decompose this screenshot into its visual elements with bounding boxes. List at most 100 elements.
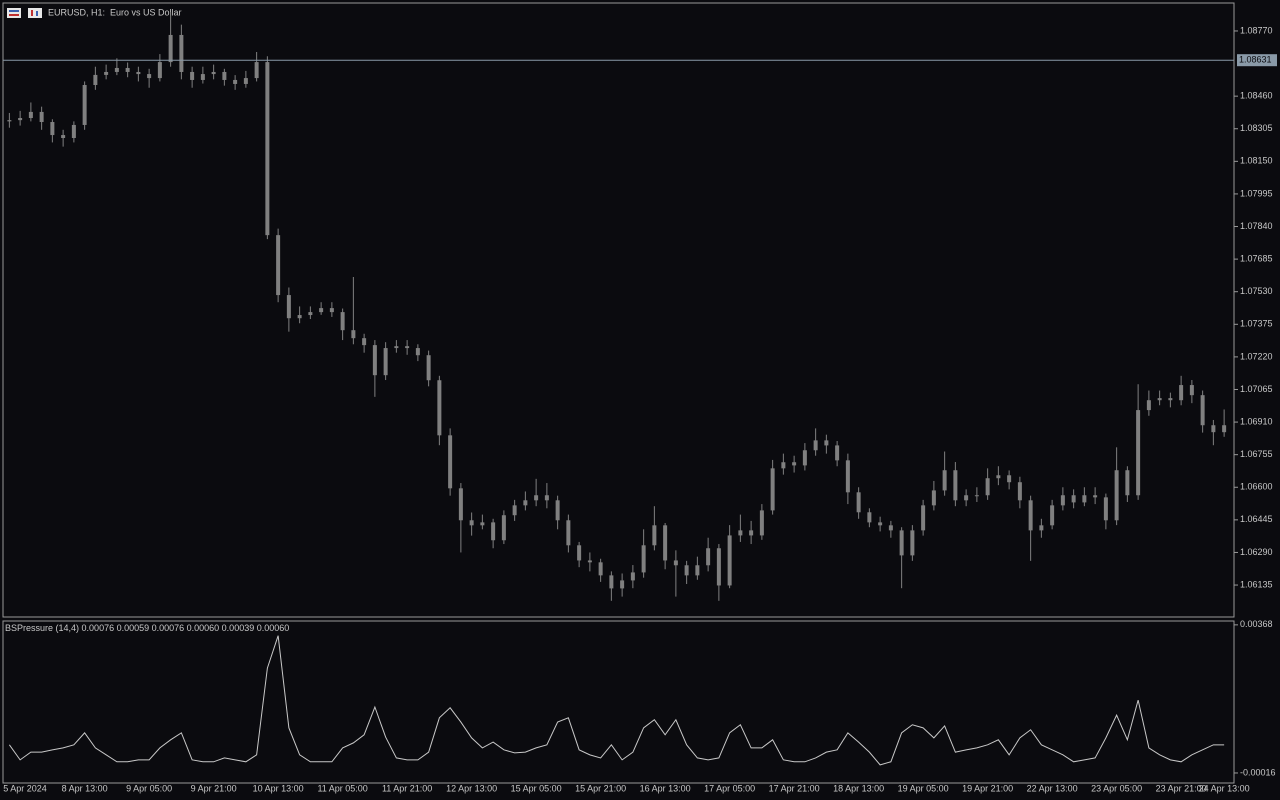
indicator-pane — [2, 620, 1235, 784]
icon[interactable] — [28, 8, 42, 18]
candle-body — [996, 475, 1001, 479]
candle-body — [684, 565, 689, 576]
candle-body — [738, 530, 743, 536]
candle-body — [190, 71, 195, 80]
candle-body — [1179, 385, 1184, 401]
candle-body — [1007, 475, 1012, 483]
candle-body — [1093, 495, 1098, 498]
y-tick-label: 1.07840 — [1240, 221, 1273, 231]
candle-body — [415, 348, 420, 356]
candle-body — [910, 530, 915, 556]
candle-body — [480, 522, 485, 526]
candle-body — [1028, 500, 1033, 531]
candle-body — [964, 495, 969, 501]
y-tick-label: 1.07220 — [1240, 351, 1273, 361]
candle-body — [555, 500, 560, 521]
x-tick-label: 22 Apr 13:00 — [1027, 783, 1078, 793]
candle-body — [577, 545, 582, 561]
x-tick-label: 11 Apr 05:00 — [317, 783, 367, 793]
y-tick-label: 1.06445 — [1240, 514, 1273, 524]
candle-body — [319, 308, 324, 313]
x-tick-label: 16 Apr 13:00 — [640, 783, 691, 793]
candle-body — [942, 470, 947, 491]
candle-body — [1200, 395, 1205, 426]
y-tick-label: 1.08770 — [1240, 25, 1273, 35]
x-tick-label: 12 Apr 13:00 — [446, 783, 497, 793]
candle-body — [7, 120, 12, 122]
candle-body — [544, 495, 549, 501]
x-tick-label: 8 Apr 13:00 — [62, 783, 108, 793]
candle-body — [233, 79, 238, 84]
candle-body — [50, 122, 55, 136]
icon-bar — [36, 11, 38, 16]
x-tick-label: 19 Apr 21:00 — [962, 783, 1013, 793]
x-tick-label: 5 Apr 2024 — [3, 783, 47, 793]
candle-body — [845, 460, 850, 493]
y-tick-label: 1.07375 — [1240, 319, 1273, 329]
candle-body — [93, 74, 98, 86]
candle-body — [383, 348, 388, 376]
candle-body — [18, 118, 23, 121]
candle-body — [276, 235, 281, 296]
y-tick-label: 1.08305 — [1240, 123, 1273, 133]
indicator-title: BSPressure (14,4) 0.00076 0.00059 0.0007… — [5, 623, 289, 633]
candle-body — [1136, 410, 1141, 496]
x-tick-label: 18 Apr 13:00 — [833, 783, 884, 793]
y-tick-label: 1.08460 — [1240, 91, 1273, 101]
candle-body — [394, 346, 399, 349]
indicator-name: BSPressure (14,4) — [5, 623, 79, 633]
chart-type-icon[interactable] — [28, 8, 42, 18]
candle-body — [727, 535, 732, 586]
candle-body — [759, 510, 764, 536]
icon[interactable] — [7, 8, 21, 18]
icon-stripe — [9, 10, 19, 12]
candle-body — [1103, 497, 1108, 521]
y-tick-label: 1.06755 — [1240, 449, 1273, 459]
candle-body — [512, 505, 517, 516]
candle-body — [770, 468, 775, 511]
candle-body — [534, 495, 539, 501]
candle-body — [254, 62, 259, 79]
candle-body — [523, 500, 528, 506]
candle-body — [1125, 470, 1130, 496]
candle-body — [340, 312, 345, 331]
candle-body — [71, 124, 76, 138]
x-tick-label: 19 Apr 05:00 — [898, 783, 949, 793]
x-tick-label: 24 Apr 13:00 — [1199, 783, 1250, 793]
y-tick-label: 1.07685 — [1240, 253, 1273, 263]
candle-body — [899, 530, 904, 556]
x-tick-label: 23 Apr 21:00 — [1156, 783, 1207, 793]
y-tick-label: 1.06910 — [1240, 416, 1273, 426]
candle-body — [125, 67, 130, 72]
candle-body — [265, 62, 270, 236]
candle-body — [200, 74, 205, 80]
y-tick-label: -0.00016 — [1240, 767, 1276, 777]
candle-body — [61, 135, 66, 138]
candle-body — [673, 560, 678, 566]
candle-body — [243, 78, 248, 84]
candle-body — [587, 560, 592, 563]
y-tick-label: 1.06600 — [1240, 482, 1273, 492]
y-tick-label: 1.08150 — [1240, 156, 1273, 166]
x-tick-label: 17 Apr 21:00 — [769, 783, 820, 793]
candle-body — [566, 520, 571, 546]
candle-body — [792, 462, 797, 466]
candle-body — [28, 111, 33, 119]
candle-body — [695, 565, 700, 576]
candle-body — [856, 492, 861, 513]
candle-body — [168, 34, 173, 63]
candle-body — [867, 512, 872, 523]
y-tick-label: 1.07995 — [1240, 188, 1273, 198]
candle-body — [1082, 495, 1087, 503]
current-price-box — [1237, 54, 1277, 67]
menu-icon[interactable] — [7, 8, 21, 18]
current-price-label: 1.08631 — [1239, 55, 1272, 65]
candle-body — [372, 345, 377, 376]
candle-body — [1222, 425, 1227, 433]
icon-bar — [31, 10, 33, 16]
candle-body — [82, 85, 87, 125]
candle-body — [652, 525, 657, 546]
main-pane — [2, 2, 1235, 618]
